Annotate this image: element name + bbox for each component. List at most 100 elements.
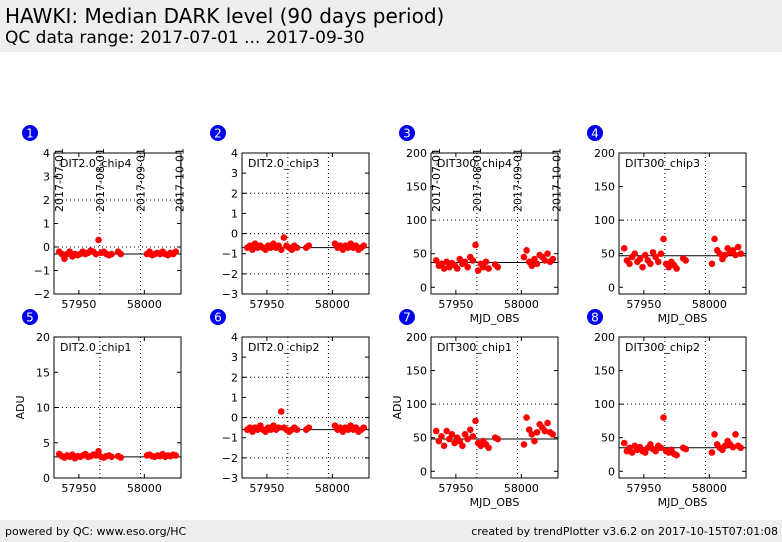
panel-label-3: DIT300_chip4: [437, 157, 512, 170]
panel-label-2: DIT2.0_chip3: [248, 157, 319, 170]
data-point-3: [443, 258, 451, 266]
footer-bar: powered by QC: www.eso.org/HC created by…: [0, 520, 782, 542]
x-axis-label-4: MJD_OBS: [658, 312, 708, 325]
y-tick-label-1: 2: [43, 194, 50, 207]
data-point-4: [708, 260, 716, 268]
data-point-4: [673, 265, 680, 272]
date-label: 2017-09-01: [134, 148, 147, 212]
y-tick-label-5: 0: [43, 472, 50, 485]
panel-badge-8[interactable]: [587, 309, 603, 325]
panel-label-8: DIT300_chip2: [625, 341, 700, 354]
date-label: 2017-09-01: [511, 148, 524, 212]
y-tick-label-4: 200: [594, 147, 615, 160]
data-point-4: [660, 235, 667, 243]
panel-label-7: DIT300_chip1: [437, 341, 512, 354]
y-tick-label-6: 0: [231, 412, 238, 425]
panel-badge-7[interactable]: [399, 309, 415, 325]
y-tick-label-8: 100: [594, 398, 615, 411]
panel-badge-number-7: 7: [403, 311, 411, 325]
y-tick-label-4: 0: [608, 281, 615, 294]
y-tick-label-8: 200: [594, 331, 615, 344]
panel-badge-3[interactable]: [399, 125, 415, 141]
page-title: HAWKI: Median DARK level (90 days period…: [5, 4, 445, 28]
data-point-3: [482, 258, 490, 266]
x-tick-label-8: 58000: [692, 482, 727, 495]
y-tick-label-6: −3: [222, 472, 238, 485]
data-point-7: [466, 426, 474, 433]
panel-badge-5[interactable]: [22, 309, 38, 325]
y-tick-label-5: 5: [43, 437, 50, 450]
data-point-1: [172, 248, 180, 255]
data-point-1: [117, 250, 125, 258]
data-point-8: [673, 451, 680, 459]
y-tick-label-5: 10: [36, 402, 50, 415]
x-tick-label-5: 57950: [61, 482, 96, 495]
data-point-3: [544, 250, 551, 258]
data-point-8: [729, 443, 737, 451]
x-tick-label-6: 57950: [249, 482, 284, 495]
data-point-2: [277, 246, 285, 253]
y-tick-label-1: 3: [43, 171, 50, 184]
data-point-8: [660, 414, 667, 421]
data-point-8: [737, 444, 745, 452]
data-point-7: [459, 442, 466, 450]
panel-badge-1[interactable]: [22, 125, 38, 141]
data-point-7: [432, 427, 440, 435]
x-axis-label-7: MJD_OBS: [470, 496, 520, 509]
y-tick-label-2: 1: [231, 207, 238, 220]
y-tick-label-2: −3: [222, 288, 238, 301]
y-tick-label-5: 15: [36, 366, 50, 379]
data-point-2: [305, 242, 313, 249]
y-tick-label-1: 1: [43, 218, 50, 231]
footer-credit: powered by QC: www.eso.org/HC: [5, 525, 187, 538]
panel-badge-6[interactable]: [210, 309, 226, 325]
y-tick-label-2: 2: [231, 187, 238, 200]
data-point-5: [95, 447, 102, 455]
data-point-8: [708, 449, 716, 456]
x-tick-label-2: 57950: [249, 298, 284, 311]
data-point-7: [464, 435, 471, 443]
data-point-4: [654, 258, 662, 266]
x-tick-label-2: 58000: [315, 298, 350, 311]
y-tick-label-2: −2: [222, 268, 238, 281]
y-tick-label-4: 100: [594, 214, 615, 227]
data-point-8: [652, 447, 659, 455]
x-tick-label-4: 58000: [692, 298, 727, 311]
data-point-7: [443, 427, 451, 435]
data-point-3: [494, 263, 502, 271]
panel-badge-2[interactable]: [210, 125, 226, 141]
date-label: 2017-08-01: [94, 148, 107, 212]
data-point-6: [360, 424, 368, 431]
x-tick-label-4: 57950: [626, 298, 661, 311]
data-point-1: [108, 250, 115, 258]
data-point-3: [453, 265, 461, 272]
plot-frame-3: [430, 152, 559, 295]
data-point-4: [657, 250, 665, 258]
x-tick-label-6: 58000: [315, 482, 350, 495]
panel-label-5: DIT2.0_chip1: [60, 341, 131, 354]
y-tick-label-3: 150: [406, 181, 427, 194]
data-point-7: [438, 433, 445, 440]
data-point-3: [541, 257, 549, 264]
y-tick-label-6: 1: [231, 391, 238, 404]
y-tick-label-8: 0: [608, 465, 615, 478]
panel-badge-number-5: 5: [26, 311, 34, 325]
data-point-3: [549, 255, 557, 263]
data-point-7: [494, 435, 502, 443]
y-tick-label-6: 4: [231, 331, 238, 344]
x-tick-label-5: 58000: [127, 482, 162, 495]
data-point-4: [682, 257, 690, 264]
panel-badge-4[interactable]: [587, 125, 603, 141]
panel-badge-number-1: 1: [26, 127, 34, 141]
y-axis-label-7: ADU: [391, 395, 404, 419]
page-subtitle: QC data range: 2017-07-01 ... 2017-09-30: [5, 28, 365, 48]
x-axis-label-8: MJD_OBS: [658, 496, 708, 509]
data-point-2: [360, 242, 368, 249]
y-tick-label-3: 50: [413, 248, 427, 261]
data-point-5: [108, 453, 115, 461]
data-point-1: [92, 250, 100, 258]
data-point-5: [117, 454, 125, 461]
x-tick-label-8: 57950: [626, 482, 661, 495]
data-point-2: [293, 244, 301, 251]
panel-badge-number-2: 2: [214, 127, 222, 141]
